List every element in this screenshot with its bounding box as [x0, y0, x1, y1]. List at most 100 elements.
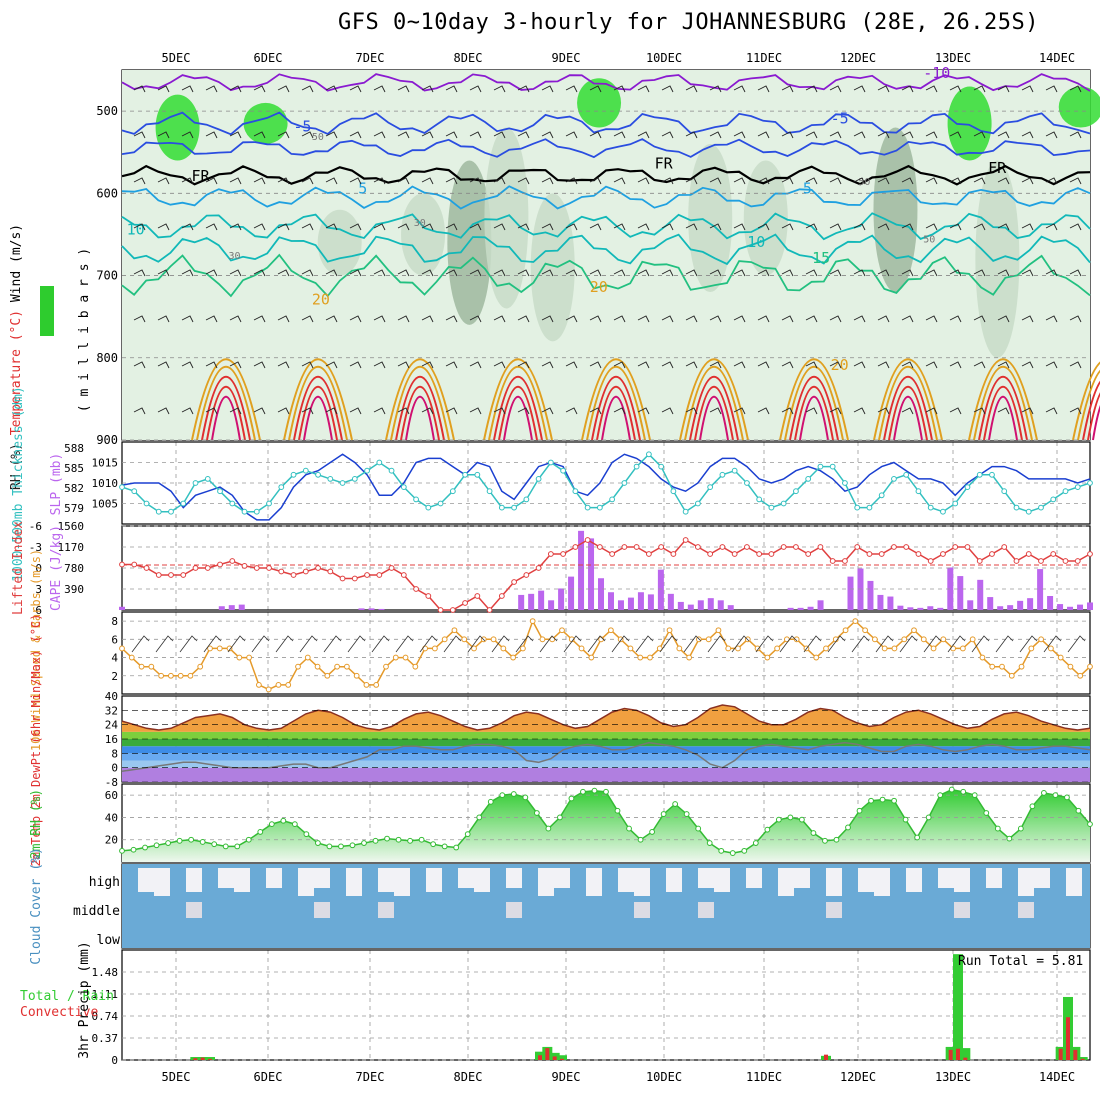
contour-label: 50 — [923, 235, 935, 246]
wind-barb — [1069, 177, 1082, 185]
wind-barb — [1045, 361, 1058, 369]
precip-bar — [960, 1048, 971, 1060]
wind-barb — [133, 269, 146, 277]
wind-barb — [925, 85, 938, 93]
wind-barb — [973, 361, 986, 369]
wind-speed-point — [510, 654, 517, 661]
cape-tick-label: 1170 — [58, 541, 85, 554]
wind-barb — [877, 361, 890, 369]
cape-bar — [907, 607, 914, 610]
thickness-point — [1025, 508, 1032, 515]
cape-bar — [598, 578, 605, 610]
wind-barb — [469, 361, 482, 369]
wind-barb — [733, 177, 746, 185]
cloud-clear — [314, 868, 330, 888]
rh2m-point — [752, 840, 759, 846]
wind-barb — [805, 85, 818, 93]
lifted-index-point — [131, 561, 138, 568]
rh2m-point — [557, 814, 563, 821]
wind-barb — [565, 131, 578, 139]
wind-barb — [347, 635, 366, 653]
wind-barb — [325, 223, 338, 231]
wind-barb — [205, 361, 218, 369]
contour-label: -10 — [923, 64, 950, 82]
wind-barb — [443, 635, 462, 653]
wind-barb — [1021, 269, 1034, 277]
wind-barb — [181, 269, 194, 277]
wind-barb — [853, 269, 866, 277]
rh2m-point — [234, 843, 241, 850]
rh2m-point — [971, 792, 978, 799]
temp-band — [122, 746, 1090, 754]
cloud-clear — [1018, 902, 1034, 918]
wind-barb — [781, 269, 794, 277]
contour-label: 5 — [803, 179, 812, 197]
wind-barb — [949, 223, 962, 231]
wind-barb — [373, 223, 386, 231]
lifted-index-point — [437, 607, 444, 613]
lifted-index-point — [253, 565, 260, 571]
panel-frame — [121, 949, 1091, 1061]
thickness-point — [854, 504, 861, 511]
wind-barb — [997, 269, 1010, 277]
contour-label: FR — [191, 167, 210, 185]
wind-barb — [1021, 131, 1034, 139]
thickness-point — [682, 508, 689, 515]
wind-barb — [827, 635, 846, 653]
contour-label: 10 — [747, 233, 765, 251]
wind-barb — [1021, 361, 1034, 369]
li-tick-label: 0 — [35, 562, 42, 575]
rh-legend-swatch — [40, 286, 54, 336]
wind-barb — [829, 177, 842, 185]
rh2m-point — [245, 836, 252, 843]
isotherm-low — [873, 358, 943, 441]
wind-barb — [661, 131, 674, 139]
lifted-index-point — [927, 558, 934, 564]
lifted-index-point — [339, 575, 346, 582]
wind-barb — [325, 85, 338, 93]
rh2m-point — [464, 831, 471, 838]
isotherm-low — [968, 358, 1038, 441]
wind-barb — [157, 315, 170, 323]
wind-barb — [349, 315, 362, 323]
cloud-clear — [378, 868, 394, 892]
wind-speed-point — [363, 681, 370, 688]
cloud-layer-label: low — [97, 933, 121, 948]
wind-speed-point — [686, 654, 693, 661]
cape-bar — [1017, 600, 1024, 610]
y-tick-label: 1010 — [92, 477, 119, 490]
thickness-point — [1050, 496, 1057, 503]
wind-speed-point — [431, 645, 438, 652]
wind-barb — [757, 361, 770, 369]
wind-speed-point — [901, 636, 908, 643]
wind-barb — [541, 131, 554, 139]
precip-conv-bar — [538, 1055, 542, 1060]
cloud-clear — [714, 868, 730, 892]
thickness-point — [192, 480, 199, 486]
wind-barb — [157, 223, 170, 231]
lifted-index-point — [168, 572, 174, 578]
rh-region — [317, 209, 362, 276]
wind-speed-point — [1038, 636, 1045, 643]
contour-label: -5 — [293, 118, 311, 136]
wind-speed-point — [314, 663, 321, 670]
wind-barb — [1043, 635, 1062, 653]
cape-bar — [697, 600, 704, 610]
rh2m-point — [372, 837, 379, 844]
thickness-point — [168, 508, 174, 515]
cloud-clear — [794, 868, 810, 888]
lifted-index-point — [119, 561, 125, 568]
thickness-point — [1001, 488, 1008, 495]
temp-line — [121, 704, 1091, 731]
rh-region — [743, 160, 788, 276]
cape-bar — [717, 600, 724, 610]
rh2m-point — [660, 811, 667, 817]
wind-barb — [469, 85, 482, 93]
rh2m-point — [545, 825, 552, 832]
cloud-clear — [426, 868, 442, 892]
cloud-clear — [474, 868, 490, 892]
y-tick-label: 8 — [111, 747, 118, 760]
wind-barb — [157, 85, 170, 93]
lifted-index-point — [155, 572, 162, 578]
lifted-index-point — [805, 551, 812, 557]
